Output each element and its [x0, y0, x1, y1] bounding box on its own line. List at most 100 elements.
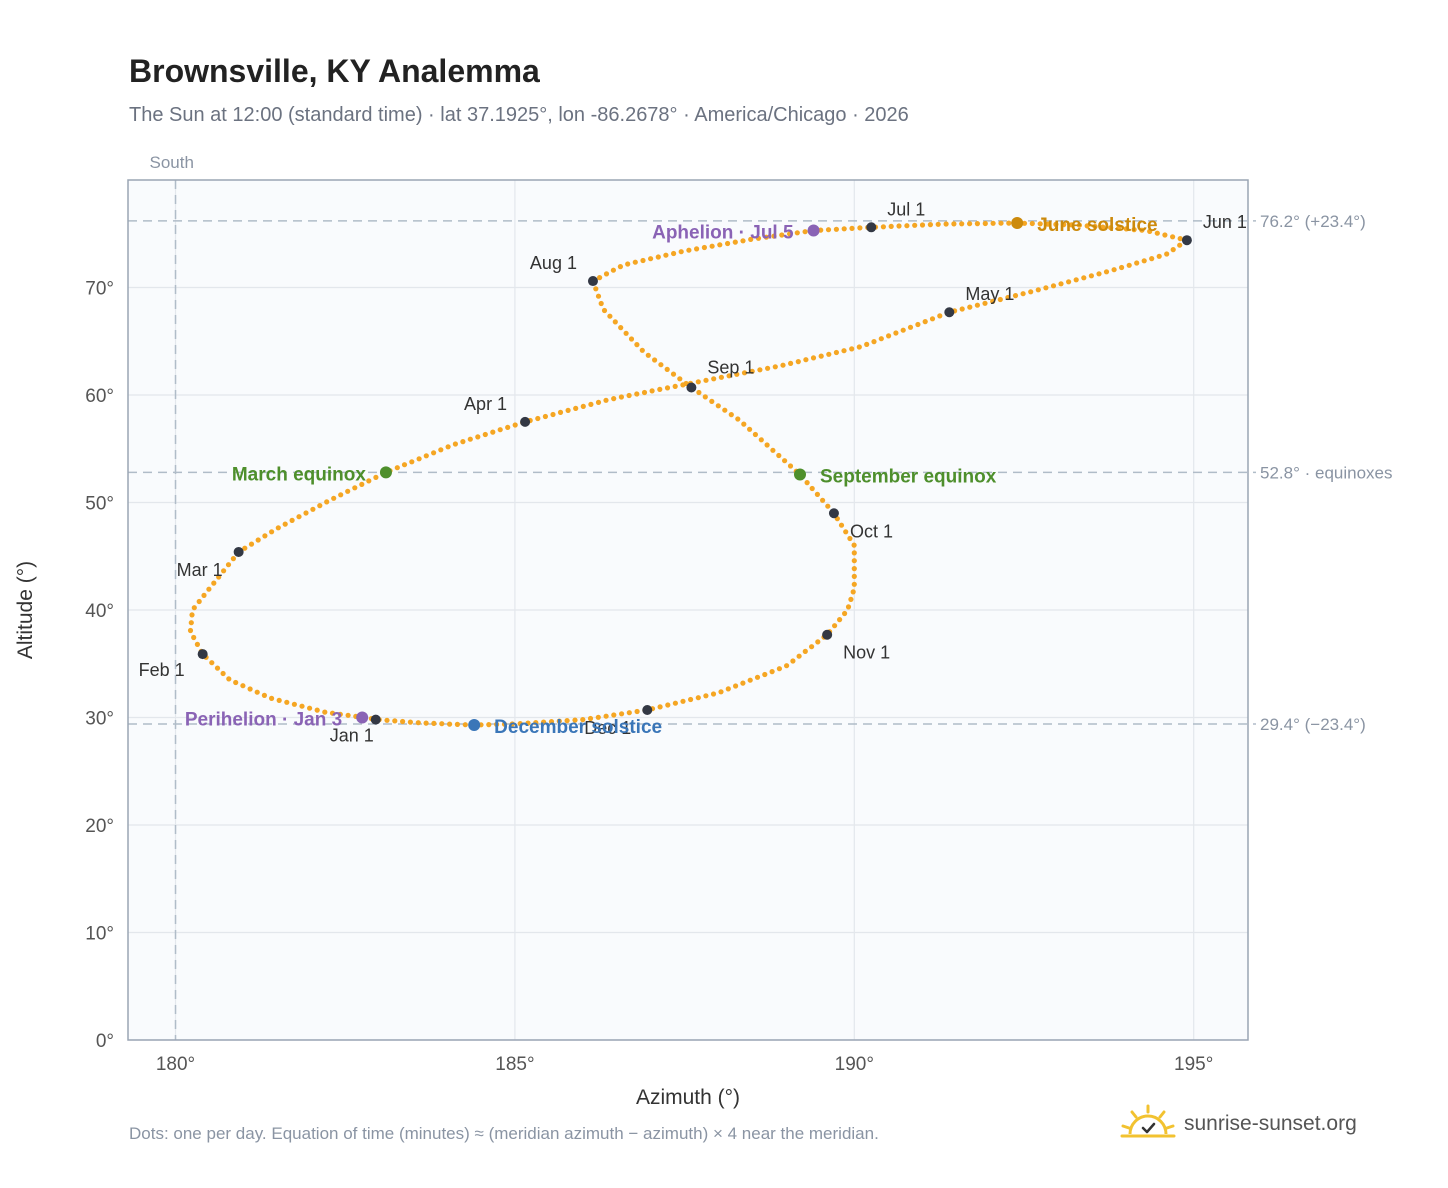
daily-sun-dot [686, 247, 692, 253]
daily-sun-dot [505, 424, 511, 430]
plot-frame [127, 179, 1249, 1041]
daily-sun-dot [847, 535, 853, 542]
daily-sun-dot [795, 359, 801, 365]
daily-sun-dot [240, 683, 246, 689]
daily-sun-dot [423, 720, 429, 726]
daily-sun-dot [299, 703, 305, 709]
daily-sun-dot [851, 573, 857, 580]
daily-sun-dot [401, 462, 408, 468]
daily-sun-dot [603, 713, 609, 719]
daily-sun-dot [776, 666, 783, 672]
x-axis-title: Azimuth (°) [636, 1086, 740, 1109]
sun-logo-icon [1120, 1104, 1176, 1138]
daily-sun-dot [794, 230, 800, 236]
daily-sun-dot [998, 220, 1004, 226]
daily-sun-dot [626, 392, 632, 399]
daily-sun-dot [226, 676, 232, 682]
daily-sun-dot [703, 693, 709, 699]
daily-sun-dot [317, 503, 323, 509]
daily-sun-dot [338, 492, 344, 498]
daily-sun-dot [482, 431, 488, 438]
daily-sun-dot [900, 327, 906, 333]
daily-sun-dot [291, 701, 297, 707]
daily-sun-dot [611, 712, 617, 718]
x-tick-label: 190° [835, 1054, 874, 1075]
daily-sun-dot [573, 405, 579, 411]
daily-sun-dot [758, 437, 764, 443]
month-label: Jan 1 [330, 726, 374, 746]
daily-sun-dot [782, 458, 788, 464]
daily-sun-dot [209, 660, 215, 666]
daily-sun-dot [1045, 221, 1051, 227]
daily-sun-dot [842, 610, 848, 617]
daily-sun-dot [776, 452, 782, 459]
daily-sun-dot [431, 450, 437, 456]
daily-sun-dot [423, 453, 429, 459]
daily-sun-dot [787, 231, 793, 237]
daily-sun-dot [329, 710, 336, 716]
month-marker [828, 508, 839, 519]
daily-sun-dot [619, 711, 625, 717]
daily-sun-dot [191, 634, 197, 641]
daily-sun-dot [803, 357, 809, 363]
daily-sun-dot [1053, 221, 1059, 227]
daily-sun-dot [664, 385, 671, 391]
brand-logo[interactable]: sunrise-sunset.org [1120, 1104, 1357, 1144]
daily-sun-dot [262, 533, 268, 539]
month-marker [686, 382, 697, 393]
daily-sun-dot [843, 529, 849, 535]
y-tick-label: 70° [85, 279, 114, 300]
daily-sun-dot [1108, 225, 1114, 231]
daily-sun-dot [588, 401, 594, 407]
daily-sun-dot [407, 719, 413, 725]
daily-sun-dot [542, 413, 549, 420]
daily-sun-dot [849, 346, 855, 352]
daily-sun-dot [832, 623, 838, 629]
daily-sun-dot [851, 542, 857, 548]
daily-sun-dot [809, 644, 815, 650]
daily-sun-dot [460, 439, 466, 445]
daily-sun-dot [1028, 289, 1034, 295]
daily-sun-dot [632, 259, 638, 265]
daily-sun-dot [888, 223, 894, 229]
daily-sun-dot [802, 229, 808, 235]
daily-sun-dot [652, 357, 658, 363]
month-marker [822, 629, 833, 640]
daily-sun-dot [601, 307, 608, 314]
axes: 180° 185° 190° 195° 0° 10° 20° 30° 40° 50° 60° 70° S… [14, 153, 1393, 1109]
daily-sun-dot [982, 220, 988, 227]
month-label: Oct 1 [850, 521, 893, 541]
reference-line-label: 29.4° (−23.4°) [1260, 715, 1366, 734]
daily-sun-dot [741, 421, 747, 427]
month-marker [944, 307, 955, 318]
daily-sun-dot [695, 379, 701, 385]
daily-sun-dot [851, 558, 857, 564]
daily-sun-dot [663, 252, 669, 258]
daily-sun-dot [415, 720, 421, 726]
daily-sun-dot [726, 373, 732, 379]
daily-sun-dot [752, 431, 759, 438]
daily-sun-dot [904, 223, 910, 229]
event-marker [468, 719, 481, 732]
month-marker [866, 222, 877, 233]
daily-sun-dot [307, 705, 313, 711]
daily-sun-dot [439, 721, 445, 727]
daily-sun-dot [818, 353, 824, 359]
daily-sun-dot [838, 522, 845, 528]
daily-sun-dot [214, 665, 221, 671]
daily-sun-dot [1164, 251, 1170, 257]
daily-sun-dot [851, 566, 857, 572]
daily-sun-dot [194, 641, 200, 648]
daily-sun-dot [787, 463, 794, 469]
daily-sun-dot [352, 485, 358, 491]
daily-sun-dot [580, 403, 586, 409]
daily-sun-dot [462, 722, 468, 728]
daily-sun-dot [1141, 258, 1147, 264]
daily-sun-dot [715, 403, 721, 409]
daily-sun-dot [701, 244, 708, 251]
daily-sun-dot [780, 362, 786, 368]
daily-sun-dot [535, 415, 541, 422]
daily-sun-dot [849, 225, 855, 231]
daily-sun-dot [851, 581, 857, 587]
event-marker [379, 466, 392, 479]
